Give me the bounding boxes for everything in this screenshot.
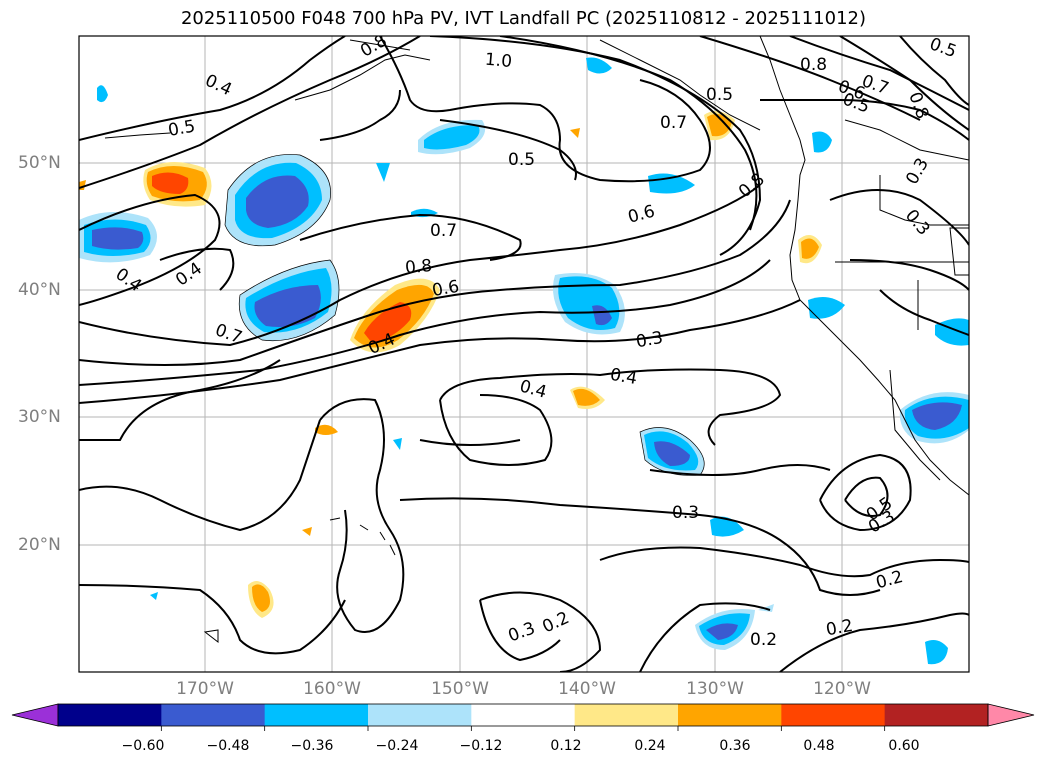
- contour-label: 0.4: [608, 365, 638, 389]
- colorbar-tick: −0.24: [375, 738, 419, 754]
- filled-anomalies: [79, 57, 969, 665]
- lat-label-30n: 30°N: [18, 407, 61, 427]
- blob-outlines: [224, 154, 705, 476]
- contour-label: 0.6: [431, 277, 461, 301]
- contour-label: 0.5: [706, 85, 733, 105]
- contour-label: 0.8: [904, 90, 932, 122]
- blob-neg-140w: [552, 272, 625, 335]
- colorbar-swatch: [58, 704, 162, 726]
- contour-label: 0.5: [840, 89, 872, 117]
- lat-label-20n: 20°N: [18, 535, 61, 555]
- colorbar-tick: 0.60: [888, 738, 920, 754]
- lon-label-150w: 150°W: [431, 679, 489, 699]
- colorbar-tick: −0.12: [459, 738, 503, 754]
- blob-pos-155w: [350, 278, 440, 353]
- contour-label: 0.2: [539, 608, 572, 638]
- lon-label-160w: 160°W: [303, 679, 361, 699]
- blob-neg-west: [79, 211, 158, 263]
- blob-neg-135w: [640, 427, 705, 476]
- contour-label: 0.3: [901, 206, 934, 240]
- contour-label: 0.8: [357, 31, 390, 62]
- colorbar-tick: −0.60: [121, 738, 165, 754]
- colorbar-tick: −0.36: [290, 738, 334, 754]
- colorbar-frame: [57, 703, 989, 727]
- colorbar-tick: −0.48: [206, 738, 250, 754]
- blob-neg-160w: [239, 260, 339, 341]
- lon-label-170w: 170°W: [176, 679, 234, 699]
- colorbar-swatch: [781, 704, 886, 726]
- contour-label: 0.2: [824, 616, 854, 640]
- gridlines: [79, 36, 969, 672]
- lon-label-130w: 130°W: [686, 679, 744, 699]
- blob-pos-175w: [143, 161, 212, 207]
- lat-label-40n: 40°N: [18, 280, 61, 300]
- colorbar-swatch: [884, 704, 989, 726]
- contour-label: 0.3: [634, 328, 664, 352]
- colorbar-tick: 0.36: [719, 738, 751, 754]
- colorbar-swatch: [264, 704, 369, 726]
- blob-pos-small: [79, 111, 822, 618]
- lon-label-120w: 120°W: [813, 679, 871, 699]
- contour-label: 1.0: [484, 50, 513, 72]
- map-title: 2025110500 F048 700 hPa PV, IVT Landfall…: [180, 8, 867, 29]
- blob-neg-coast: [899, 392, 969, 444]
- contour-label: 0.7: [430, 221, 457, 241]
- lon-label-140w: 140°W: [558, 679, 616, 699]
- contour-label: 0.4: [202, 71, 235, 101]
- colorbar: [11, 703, 1035, 731]
- colorbar-swatch: [471, 704, 576, 726]
- contour-label: 0.5: [167, 117, 197, 141]
- contour-label: 0.3: [672, 503, 699, 523]
- colorbar-swatch: [678, 704, 782, 726]
- colorbar-extend-min: [11, 703, 59, 727]
- blob-neg-165w: [225, 154, 331, 246]
- contour-label: 0.3: [506, 618, 538, 646]
- blob-neg-south: [695, 609, 755, 650]
- map-frame: [78, 35, 970, 673]
- contour-label: 0.4: [517, 376, 548, 402]
- contour-label: 0.8: [404, 256, 433, 278]
- contour-label: 0.6: [626, 201, 657, 227]
- colorbar-swatch: [368, 704, 472, 726]
- lat-label-50n: 50°N: [18, 153, 61, 173]
- colorbar-extend-max: [987, 703, 1035, 727]
- contour-label: 0.5: [927, 34, 959, 62]
- contours: [79, 36, 969, 672]
- colorbar-tick: 0.24: [634, 738, 666, 754]
- contour-label: 0.5: [508, 150, 535, 170]
- contour-label: 0.4: [172, 259, 206, 291]
- colorbar-tick: 0.48: [803, 738, 835, 754]
- colorbar-swatch: [161, 704, 266, 726]
- colorbar-swatch: [574, 704, 679, 726]
- contour-label: 0.8: [800, 55, 827, 75]
- blob-neg-150w-north: [418, 119, 486, 155]
- contour-label: 0.3: [902, 155, 933, 188]
- colorbar-tick: 0.12: [550, 738, 582, 754]
- contour-label: 0.4: [112, 264, 146, 296]
- contour-label: 0.7: [660, 113, 687, 133]
- contour-label: 0.2: [750, 630, 777, 650]
